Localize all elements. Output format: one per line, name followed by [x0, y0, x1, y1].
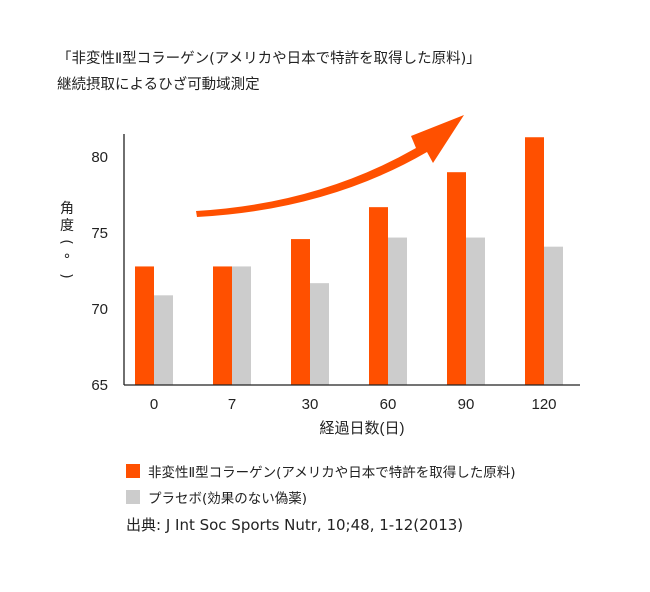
bar-placebo: [544, 246, 563, 385]
chart-title: 「非変性Ⅱ型コラーゲン(アメリカや日本で特許を取得した原料)」: [57, 51, 481, 67]
y-tick-label: 70: [91, 301, 108, 318]
legend-swatch-placebo: [126, 490, 140, 504]
x-axis-title: 経過日数(日): [320, 420, 405, 437]
bars: [135, 137, 563, 385]
legend-label-placebo: プラセボ(効果のない偽薬): [148, 491, 308, 507]
bar-placebo: [154, 295, 173, 385]
x-tick-label: 120: [531, 396, 556, 413]
bar-placebo: [388, 237, 407, 385]
chart-title-block: 「非変性Ⅱ型コラーゲン(アメリカや日本で特許を取得した原料)」 継続摂取によるひ…: [57, 46, 617, 98]
y-tick-label: 80: [91, 149, 108, 166]
legend-item-placebo: プラセボ(効果のない偽薬): [126, 484, 516, 510]
y-axis-label-char: 度: [60, 218, 74, 234]
bar-collagen: [525, 137, 544, 385]
legend-swatch-collagen: [126, 464, 140, 478]
axes: [123, 134, 580, 386]
bar-collagen: [213, 266, 232, 385]
bar-collagen: [291, 239, 310, 385]
source-citation: 出典: J Int Soc Sports Nutr, 10;48, 1-12(2…: [126, 516, 464, 534]
legend: 非変性Ⅱ型コラーゲン(アメリカや日本で特許を取得した原料) プラセボ(効果のない…: [126, 458, 516, 510]
y-tick-label: 65: [91, 377, 108, 394]
bar-collagen: [369, 207, 388, 385]
chart-subtitle: 継続摂取によるひざ可動域測定: [57, 77, 260, 93]
legend-item-collagen: 非変性Ⅱ型コラーゲン(アメリカや日本で特許を取得した原料): [126, 458, 516, 484]
y-axis-label-char: (: [58, 239, 74, 244]
bar-placebo: [232, 266, 251, 385]
y-axis-ticks: 65 70 75 80: [91, 149, 108, 394]
x-tick-label: 60: [380, 396, 397, 413]
trend-arrow-icon: [196, 115, 464, 217]
y-axis-label-char: ): [58, 273, 74, 278]
y-tick-label: 75: [91, 225, 108, 242]
trend-arrow-shape: [196, 115, 464, 217]
x-tick-label: 30: [302, 396, 319, 413]
y-axis-label-char: 角: [60, 201, 74, 217]
x-tick-label: 0: [150, 396, 158, 413]
x-axis-ticks: 0 7 30 60 90 120: [150, 396, 557, 413]
bar-placebo: [310, 283, 329, 385]
bar-collagen: [447, 172, 466, 385]
y-axis-label-char: °: [64, 252, 71, 268]
x-tick-label: 7: [228, 396, 236, 413]
bar-collagen: [135, 266, 154, 385]
legend-label-collagen: 非変性Ⅱ型コラーゲン(アメリカや日本で特許を取得した原料): [148, 465, 516, 481]
y-axis-label: 角度 ( °): [58, 201, 74, 279]
bar-placebo: [466, 237, 485, 385]
x-tick-label: 90: [458, 396, 475, 413]
